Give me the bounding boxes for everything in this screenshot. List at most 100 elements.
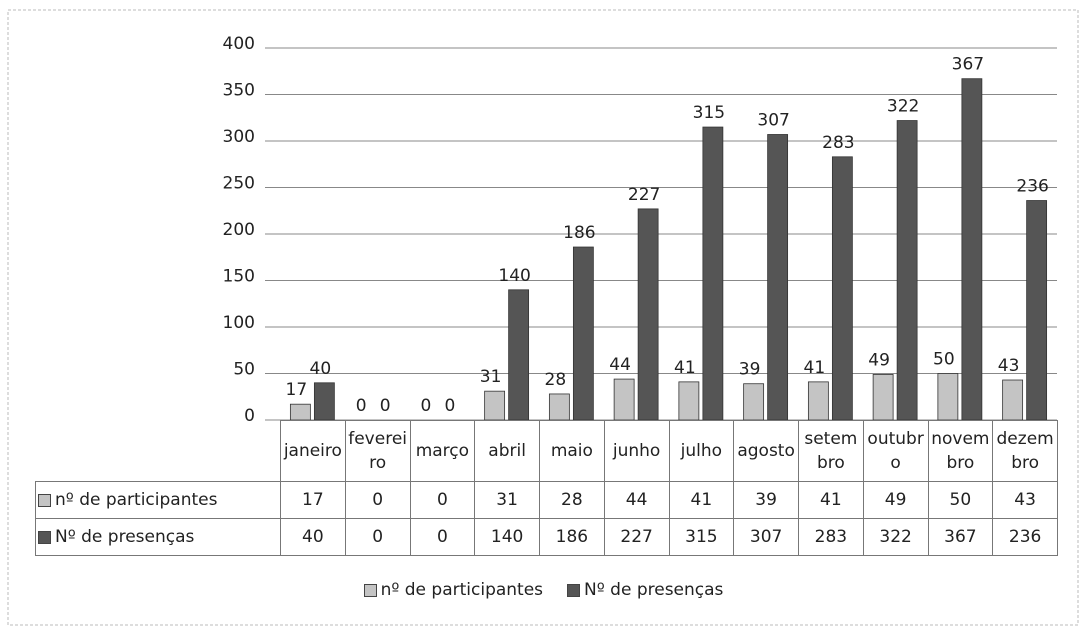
legend-swatch — [567, 583, 581, 597]
table-corner — [35, 420, 281, 482]
table-cell: 186 — [539, 518, 605, 556]
table-cell: 227 — [603, 518, 670, 556]
table-cell: 44 — [603, 481, 670, 519]
data-label: 44 — [609, 355, 631, 375]
legend: nº de participantes Nº de presenças — [0, 580, 1087, 600]
data-label: 39 — [739, 360, 761, 380]
data-label: 41 — [674, 358, 696, 378]
bar — [937, 373, 959, 421]
bar — [289, 403, 311, 421]
row-header-text: nº de participantes — [55, 490, 218, 510]
table-cell: 0 — [409, 518, 476, 556]
data-label: 0 — [380, 396, 391, 416]
data-label: 43 — [998, 356, 1020, 376]
data-table: janeiro fevereiro março abril maio junho julho… — [35, 420, 1058, 556]
x-tick-label: fevereiro — [344, 420, 411, 482]
bar — [807, 381, 829, 421]
y-tick-label: 400 — [223, 34, 255, 54]
bar — [1002, 379, 1024, 421]
table-cell: 41 — [798, 481, 864, 519]
data-label: 28 — [545, 370, 567, 390]
table-cell: 17 — [280, 481, 346, 519]
data-label: 31 — [480, 367, 502, 387]
data-label: 367 — [952, 55, 984, 75]
y-tick-label: 350 — [223, 81, 255, 101]
bar — [896, 120, 918, 421]
y-tick-label: 150 — [223, 267, 255, 287]
table-cell: 39 — [733, 481, 799, 519]
bar — [548, 393, 570, 421]
table-cell: 0 — [344, 481, 411, 519]
x-tick-label: janeiro — [280, 420, 346, 482]
table-cell: 0 — [409, 481, 476, 519]
table-cell: 307 — [733, 518, 799, 556]
x-tick-label: março — [409, 420, 476, 482]
bar — [508, 289, 530, 421]
y-tick-label: 250 — [223, 174, 255, 194]
bar — [831, 156, 853, 421]
bar — [702, 126, 724, 421]
x-tick-label: setembro — [798, 420, 864, 482]
data-label: 307 — [757, 110, 789, 130]
data-label: 0 — [356, 396, 367, 416]
bar — [313, 382, 335, 421]
data-label: 227 — [628, 185, 660, 205]
frame — [7, 9, 1079, 626]
data-label: 322 — [887, 97, 919, 117]
data-label: 50 — [933, 350, 955, 370]
table-cell: 41 — [668, 481, 735, 519]
table-cell: 0 — [344, 518, 411, 556]
bar — [743, 383, 765, 421]
legend-label: nº de participantes — [380, 580, 544, 600]
bar — [572, 246, 594, 421]
data-label: 41 — [804, 358, 826, 378]
legend-label: Nº de presenças — [584, 580, 724, 600]
bar — [872, 374, 894, 421]
y-tick-label: 200 — [223, 220, 255, 240]
y-tick-label: 50 — [233, 360, 255, 380]
y-tick-label: 100 — [223, 313, 255, 333]
table-cell: 40 — [280, 518, 346, 556]
legend-swatch — [38, 530, 51, 544]
table-cell: 31 — [474, 481, 540, 519]
table-row: janeiro fevereiro março abril maio junho julho… — [35, 420, 1058, 482]
table-cell: 43 — [992, 481, 1058, 519]
table-cell: 28 — [539, 481, 605, 519]
x-tick-label: dezembro — [992, 420, 1058, 482]
x-tick-label: novembro — [927, 420, 994, 482]
y-tick-label: 0 — [244, 406, 255, 426]
data-label: 283 — [822, 133, 854, 153]
x-tick-label: julho — [668, 420, 735, 482]
legend-swatch — [363, 583, 377, 597]
table-cell: 283 — [798, 518, 864, 556]
data-label: 0 — [444, 396, 455, 416]
row-header-text: Nº de presenças — [55, 527, 195, 547]
table-row: Nº de presenças 40 0 0 140 186 227 315 307 283 322… — [35, 518, 1058, 556]
x-tick-label: agosto — [733, 420, 799, 482]
bar — [678, 381, 700, 421]
row-header: nº de participantes — [35, 481, 281, 519]
x-tick-label: junho — [603, 420, 670, 482]
bar — [767, 134, 789, 421]
table-cell: 236 — [992, 518, 1058, 556]
data-label: 0 — [420, 396, 431, 416]
data-label: 186 — [563, 223, 595, 243]
bar — [613, 378, 635, 421]
table-cell: 49 — [862, 481, 929, 519]
bar — [961, 78, 983, 421]
x-tick-label: outubro — [862, 420, 929, 482]
data-label: 17 — [286, 380, 308, 400]
legend-item: Nº de presenças — [567, 580, 723, 600]
data-label: 315 — [693, 103, 725, 123]
bar — [1026, 200, 1048, 421]
bar — [484, 390, 506, 421]
table-row: nº de participantes 17 0 0 31 28 44 41 39 41 49 50 4… — [35, 481, 1058, 519]
legend-item: nº de participantes — [363, 580, 544, 600]
data-label: 140 — [498, 266, 530, 286]
table-cell: 315 — [668, 518, 735, 556]
data-label: 49 — [868, 350, 890, 370]
table-cell: 367 — [927, 518, 994, 556]
x-tick-label: abril — [474, 420, 540, 482]
table-cell: 50 — [927, 481, 994, 519]
